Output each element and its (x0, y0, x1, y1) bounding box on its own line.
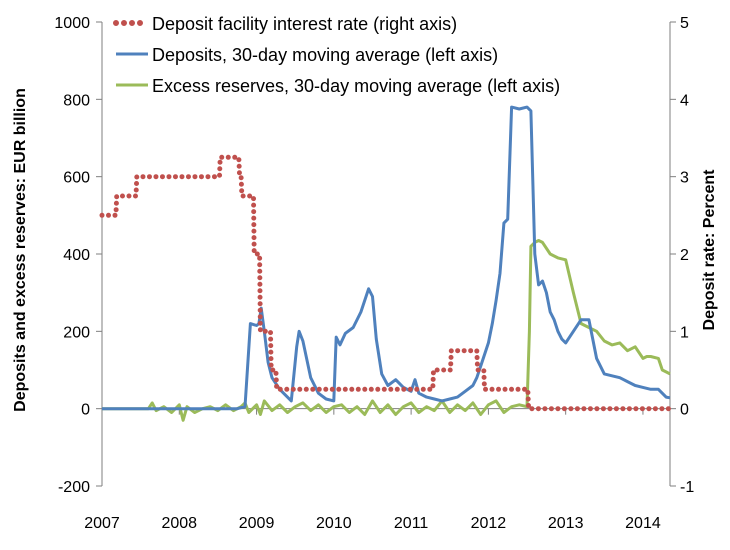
legend: Deposit facility interest rate (right ax… (113, 14, 560, 96)
legend-label: Deposit facility interest rate (right ax… (152, 14, 457, 34)
right-tick-label: 1 (680, 324, 689, 341)
left-tick-label: 0 (81, 402, 90, 419)
legend-label: Deposits, 30-day moving average (left ax… (152, 45, 498, 65)
legend-item-2: Deposits, 30-day moving average (left ax… (116, 45, 498, 65)
series-line-2 (102, 105, 671, 411)
x-tick-label: 2014 (625, 515, 661, 532)
x-tick-label: 2011 (394, 515, 429, 532)
legend-label: Excess reserves, 30-day moving average (… (152, 76, 560, 96)
legend-item-3: Excess reserves, 30-day moving average (… (116, 76, 560, 96)
right-axis-title: Deposit rate: Percent (701, 169, 718, 331)
right-tick-label: 4 (680, 92, 689, 109)
x-tick-label: 2012 (471, 515, 507, 532)
left-tick-label: 200 (63, 324, 90, 341)
right-tick-label: -1 (680, 479, 694, 496)
left-tick-label: 600 (63, 170, 90, 187)
right-tick-label: 5 (680, 15, 689, 32)
left-tick-label: 400 (63, 247, 90, 264)
series-line-3 (102, 239, 671, 422)
axes: -200 0 200 400 600 800 1000 -1 0 1 2 3 4 5 2007 2008 200… (54, 15, 694, 532)
left-tick-label: -200 (58, 479, 90, 496)
x-tick-label: 2009 (239, 515, 275, 532)
left-axis-title: Deposits and excess reserves: EUR billio… (12, 88, 29, 412)
right-tick-label: 3 (680, 170, 689, 187)
right-tick-label: 2 (680, 247, 689, 264)
legend-item-1: Deposit facility interest rate (right ax… (113, 14, 457, 34)
x-tick-label: 2007 (84, 515, 120, 532)
series-layer (99, 105, 673, 422)
x-tick-label: 2013 (548, 515, 584, 532)
right-tick-label: 0 (680, 402, 689, 419)
left-tick-label: 800 (63, 92, 90, 109)
x-tick-label: 2010 (316, 515, 352, 532)
series-line-1 (99, 154, 673, 412)
left-tick-label: 1000 (54, 15, 90, 32)
x-tick-label: 2008 (161, 515, 197, 532)
